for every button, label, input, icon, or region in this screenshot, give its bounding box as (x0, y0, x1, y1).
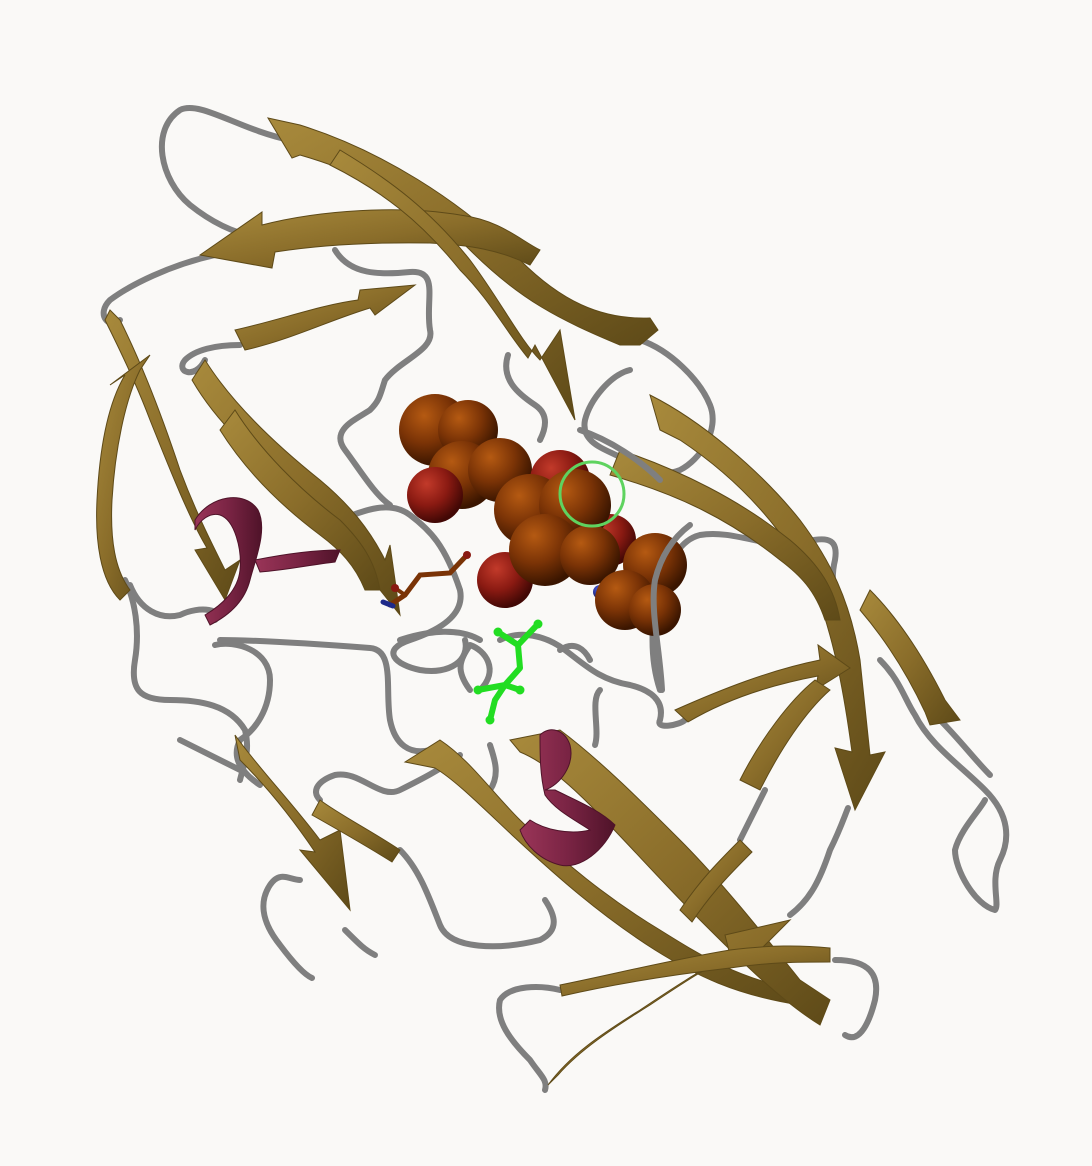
selection-ring[interactable] (558, 460, 626, 528)
coil-loops (100, 105, 1010, 1093)
ligand-spacefill[interactable] (399, 394, 687, 636)
highlighted-residue[interactable] (473, 619, 543, 725)
ligand-stick-small (380, 551, 471, 609)
coil-front (397, 427, 693, 693)
beta-strands (96, 117, 961, 1086)
alpha-helices (194, 497, 616, 867)
